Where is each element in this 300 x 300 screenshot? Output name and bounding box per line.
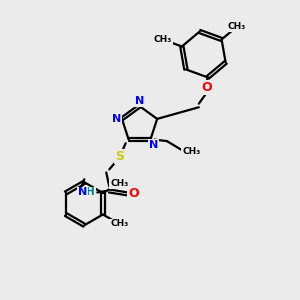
Text: N: N <box>112 114 121 124</box>
Text: O: O <box>128 188 139 200</box>
Text: CH₃: CH₃ <box>182 147 200 156</box>
Text: CH₃: CH₃ <box>154 35 172 44</box>
Text: CH₃: CH₃ <box>110 179 128 188</box>
Text: H: H <box>86 188 95 197</box>
Text: S: S <box>115 149 124 163</box>
Text: N: N <box>135 96 144 106</box>
Text: CH₃: CH₃ <box>110 219 128 228</box>
Text: N: N <box>149 140 158 150</box>
Text: CH₃: CH₃ <box>228 22 246 31</box>
Text: N: N <box>78 188 87 197</box>
Text: O: O <box>201 81 211 94</box>
